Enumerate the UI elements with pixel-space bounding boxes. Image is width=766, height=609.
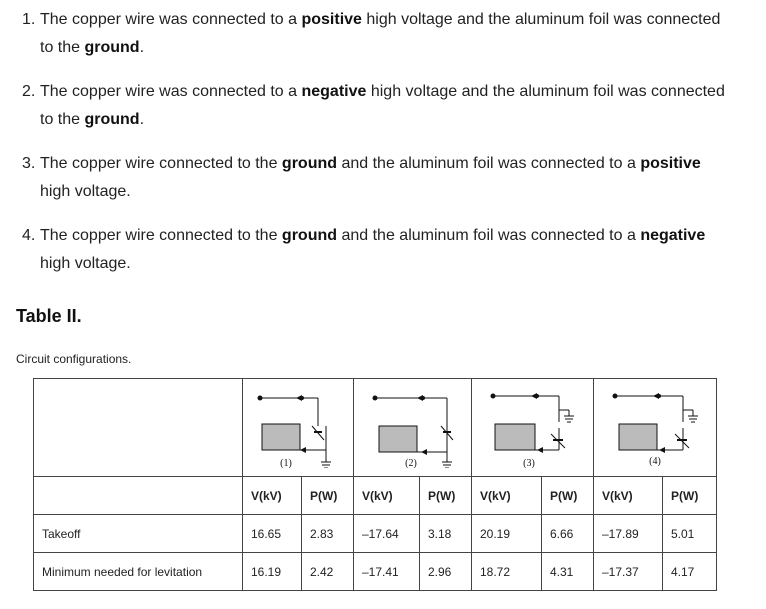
list-item-number: 2. — [22, 83, 36, 100]
emphasis: ground — [281, 227, 338, 244]
table-cell: 2.83 — [301, 514, 354, 553]
wire-terminal — [372, 395, 377, 400]
row-label: Takeoff — [33, 514, 243, 553]
foil-block — [261, 423, 301, 450]
diagram-label: (4) — [649, 456, 661, 467]
table-cell: 16.19 — [242, 552, 302, 591]
column-header-power: P(W) — [662, 476, 717, 515]
column-header-voltage: V(kV) — [593, 476, 663, 515]
row-label: Minimum needed for levitation — [33, 552, 243, 591]
table-cell: –17.37 — [593, 552, 663, 591]
circuit-diagram-1: (1) — [257, 394, 331, 468]
table-row: Minimum needed for levitation 16.19 2.42… — [33, 552, 717, 591]
table-title: Table II. — [16, 306, 82, 326]
header-row: V(kV) P(W) V(kV) P(W) V(kV) P(W) V(kV) P… — [33, 476, 717, 515]
foil-block — [494, 423, 535, 450]
column-header-voltage: V(kV) — [242, 476, 302, 515]
column-header-voltage: V(kV) — [353, 476, 420, 515]
empty-corner-cell — [33, 378, 243, 477]
diagram-row: (1) (2) — [33, 378, 717, 477]
emphasis: positive — [301, 11, 362, 28]
column-header-power: P(W) — [541, 476, 594, 515]
table-cell: 5.01 — [662, 514, 717, 553]
foil-block — [618, 423, 658, 450]
foil-block — [378, 425, 417, 452]
table-cell: 20.19 — [471, 514, 542, 553]
emphasis: positive — [640, 155, 701, 172]
table-cell: 3.18 — [419, 514, 472, 553]
table-cell: 2.42 — [301, 552, 354, 591]
wire-terminal — [490, 393, 495, 398]
circuit-diagram-cell: (1) — [242, 378, 354, 477]
table-cell: –17.89 — [593, 514, 663, 553]
circuit-diagram-cell: (2) — [353, 378, 472, 477]
emphasis: negative — [301, 83, 367, 100]
table-cell: 4.17 — [662, 552, 717, 591]
list-item-text: The copper wire connected to the ground … — [40, 227, 706, 272]
table-cell: –17.64 — [353, 514, 420, 553]
list-item-number: 1. — [22, 11, 36, 28]
column-header-voltage: V(kV) — [471, 476, 542, 515]
circuit-diagram-4: (4) — [612, 392, 698, 467]
emphasis: ground — [281, 155, 338, 172]
circuit-configurations-table: (1) (2) — [33, 378, 717, 591]
circuit-diagram-cell: (4) — [593, 378, 717, 477]
wire-terminal — [612, 393, 618, 398]
emphasis: ground — [84, 111, 140, 128]
circuit-diagram-3: (3) — [490, 392, 574, 468]
empty-header-cell — [33, 476, 243, 515]
table-row: Takeoff 16.65 2.83 –17.64 3.18 20.19 6.6… — [33, 514, 717, 553]
table-cell: 2.96 — [419, 552, 472, 591]
list-item-text: The copper wire connected to the ground … — [40, 155, 701, 200]
list-item-text: The copper wire was connected to a negat… — [40, 83, 725, 128]
table-cell: 4.31 — [541, 552, 594, 591]
list-item-number: 4. — [22, 227, 36, 244]
circuit-diagram-cell: (3) — [471, 378, 594, 477]
column-header-power: P(W) — [301, 476, 354, 515]
table-cell: 18.72 — [471, 552, 542, 591]
emphasis: negative — [640, 227, 706, 244]
table-caption: Circuit configurations. — [16, 352, 132, 366]
wire-terminal — [257, 395, 263, 400]
emphasis: ground — [84, 39, 140, 56]
circuit-diagram-2: (2) — [372, 394, 453, 468]
diagram-label: (2) — [405, 458, 417, 468]
diagram-label: (3) — [523, 458, 535, 468]
list-item-text: The copper wire was connected to a posit… — [40, 11, 721, 56]
column-header-power: P(W) — [419, 476, 472, 515]
list-item-number: 3. — [22, 155, 36, 172]
table-cell: –17.41 — [353, 552, 420, 591]
diagram-label: (1) — [280, 458, 292, 468]
table-cell: 16.65 — [242, 514, 302, 553]
table-cell: 6.66 — [541, 514, 594, 553]
